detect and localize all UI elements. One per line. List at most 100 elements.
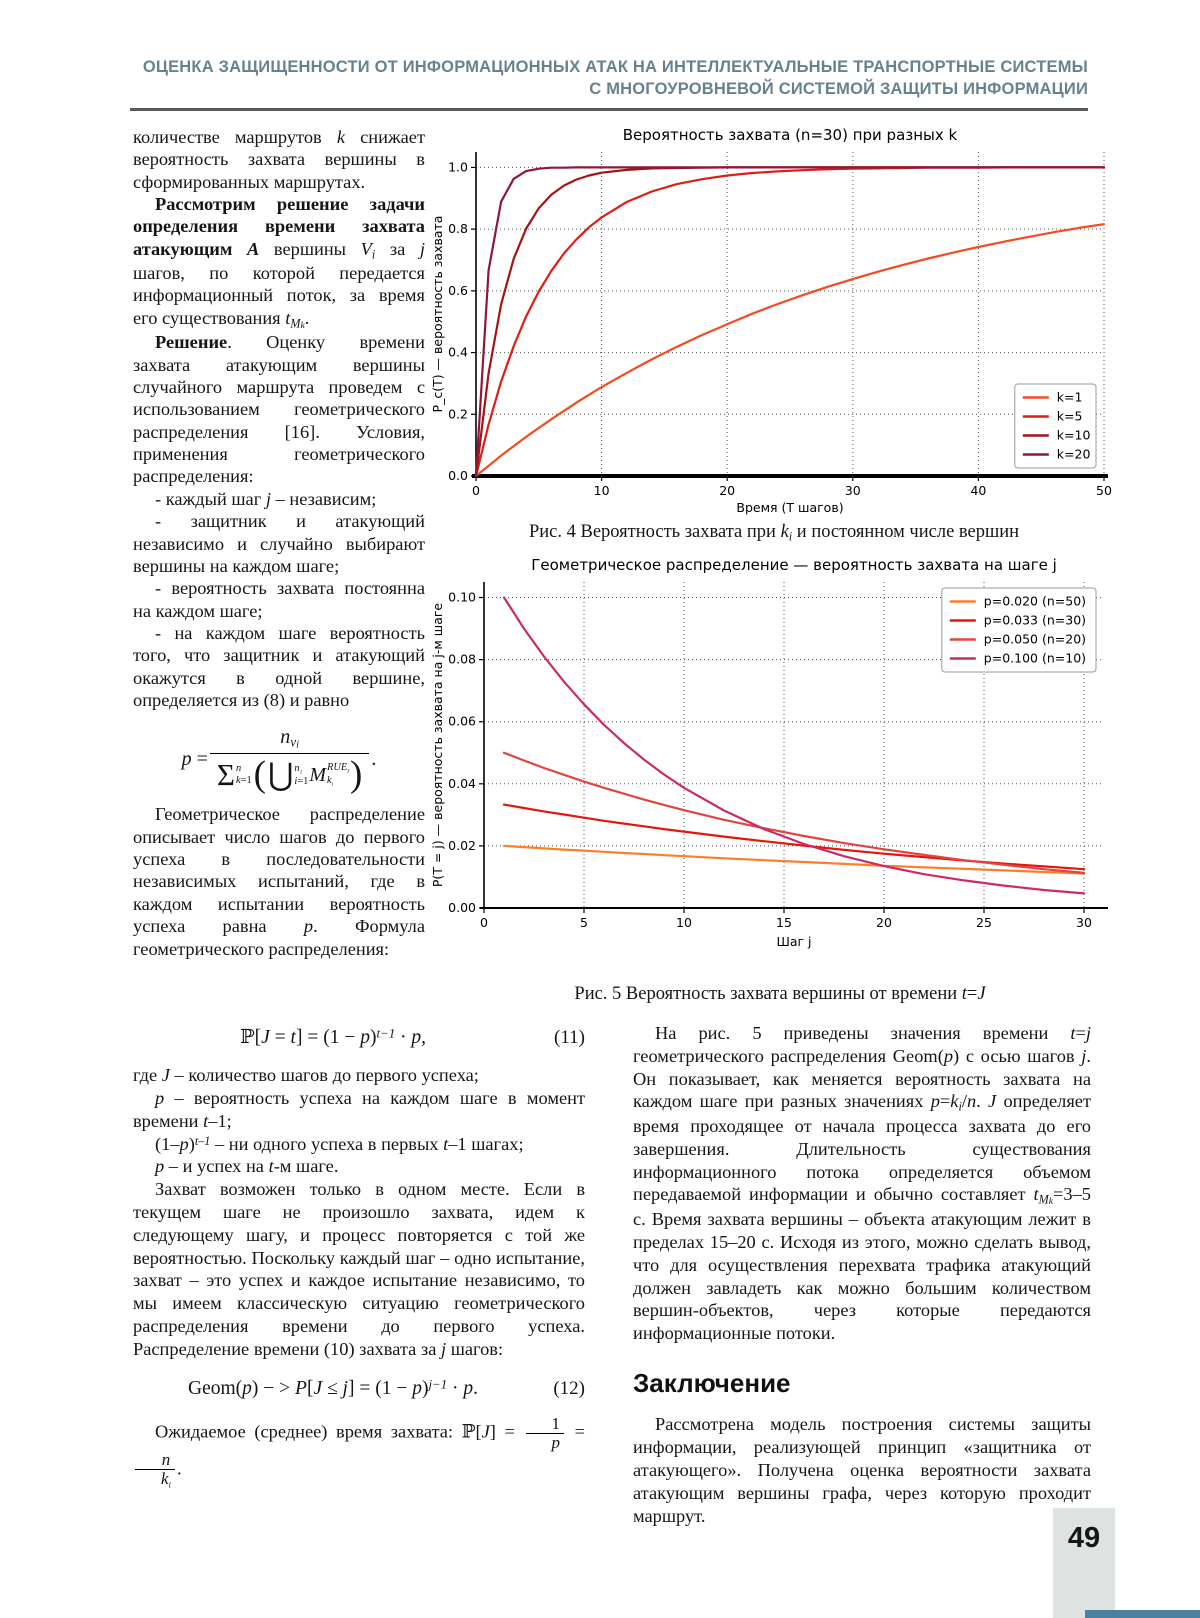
union-upper-limit: n1 — [294, 762, 303, 775]
formula-p-fraction: nvi Σ n k=1 ( ⋃ n1 i=1 — [209, 725, 370, 796]
running-head: ОЦЕНКА ЗАЩИЩЕННОСТИ ОТ ИНФОРМАЦИОННЫХ АТ… — [120, 57, 1088, 101]
svg-text:0.4: 0.4 — [448, 345, 468, 360]
svg-text:p=0.050 (n=20): p=0.050 (n=20) — [984, 632, 1086, 647]
list-item: - каждый шаг j – независим; — [155, 488, 377, 509]
footer-accent-bar — [1085, 1610, 1200, 1618]
fraction-n-over-k: n ki — [135, 1451, 175, 1490]
conclusion-paragraph: Рассмотрена модель построения системы за… — [633, 1414, 1091, 1526]
svg-text:20: 20 — [876, 915, 892, 930]
sigma-upper-limit: n — [235, 763, 242, 775]
matrix-superscript: RUEI — [327, 761, 350, 774]
formula-p-tail: . — [371, 748, 377, 771]
matrix-symbol: M — [309, 763, 327, 786]
svg-text:0.02: 0.02 — [448, 838, 476, 853]
svg-text:15: 15 — [776, 915, 792, 930]
equation-11: ℙ[J = t] = (1 − p)t−1 · p, (11) — [133, 1026, 585, 1050]
fig5-chart-svg: 0.00 0.02 0.04 0.06 0.08 0.10 0 5 10 15 20 25 30 Геом… — [430, 556, 1108, 949]
definition-line: p – и успех на t-м шаге. — [155, 1156, 339, 1177]
svg-text:0.8: 0.8 — [448, 221, 468, 236]
formula-p-lhs: p = — [181, 748, 208, 771]
running-head-line1: ОЦЕНКА ЗАЩИЩЕННОСТИ ОТ ИНФОРМАЦИОННЫХ АТ… — [142, 58, 1088, 76]
svg-text:P_c(T) — вероятность захвата: P_c(T) — вероятность захвата — [430, 216, 445, 413]
matrix-scripts: RUEI ki — [327, 762, 349, 788]
svg-text:p=0.100 (n=10): p=0.100 (n=10) — [984, 651, 1086, 666]
lower-right-column: На рис. 5 приведены значения времени t=j… — [633, 1022, 1091, 1527]
list-item: - защитник и атакующий независимо и случ… — [133, 511, 425, 576]
fig4-caption: Рис. 4 Вероятность захвата при ki и пост… — [528, 522, 1020, 544]
union-symbol: ⋃ — [267, 757, 294, 793]
svg-text:0.00: 0.00 — [448, 900, 476, 915]
union-operator: ⋃ n1 i=1 — [268, 759, 308, 790]
svg-text:0.04: 0.04 — [448, 776, 476, 791]
svg-text:0.06: 0.06 — [448, 714, 476, 729]
equation-12: Geom(p) − > P[J ≤ j] = (1 − p)j−1 · p. (… — [133, 1377, 585, 1401]
fig5-caption: Рис. 5 Вероятность захвата вершины от вр… — [574, 984, 986, 1004]
formula-p: p = nvi Σ n k=1 ( ⋃ n1 — [133, 725, 425, 793]
svg-text:k=1: k=1 — [1057, 390, 1083, 405]
svg-text:Время (T шагов): Время (T шагов) — [736, 500, 843, 515]
sigma-limits: n k=1 — [236, 763, 252, 786]
svg-text:40: 40 — [970, 483, 986, 498]
svg-text:p=0.020 (n=50): p=0.020 (n=50) — [984, 594, 1086, 609]
definition-line: (1–p)t–1 – ни одного успеха в первых t–1… — [155, 1133, 524, 1154]
page-number-box: 49 — [1053, 1508, 1115, 1618]
fig4-chart-svg: 0.0 0.2 0.4 0.6 0.8 1.0 0 10 20 30 40 50 Вероятность… — [430, 126, 1112, 515]
conclusion-heading: Заключение — [633, 1368, 791, 1399]
svg-text:p=0.033 (n=30): p=0.033 (n=30) — [984, 613, 1086, 628]
svg-text:k=20: k=20 — [1057, 447, 1091, 462]
svg-text:5: 5 — [580, 915, 588, 930]
sigma-lower-limit: k=1 — [235, 774, 252, 786]
svg-text:20: 20 — [719, 483, 735, 498]
route-matrix-term: M RUEI ki — [309, 762, 349, 788]
svg-text:30: 30 — [1076, 915, 1092, 930]
expected-time-line: Ожидаемое (среднее) время захвата: ℙ[J] … — [133, 1415, 585, 1490]
definition-line: где J – количество шагов до первого успе… — [133, 1065, 479, 1086]
equation-12-body: Geom(p) − > P[J ≤ j] = (1 − p)j−1 · p. — [187, 1377, 479, 1399]
svg-text:Вероятность захвата (n=30) при: Вероятность захвата (n=30) при разных k — [623, 126, 958, 144]
union-lower-limit: i=1 — [294, 775, 309, 787]
svg-text:1.0: 1.0 — [448, 159, 468, 174]
svg-text:0: 0 — [472, 483, 480, 498]
expected-time-prefix: Ожидаемое (среднее) время захвата: ℙ[J] … — [155, 1421, 524, 1442]
sigma-operator: Σ n k=1 — [217, 759, 252, 790]
svg-text:0.10: 0.10 — [448, 590, 476, 605]
equals-sign: = — [565, 1421, 585, 1442]
paragraph: количестве маршрутов k снижает вероятнос… — [133, 127, 426, 192]
header-rule — [130, 108, 1088, 111]
formula-p-denominator: Σ n k=1 ( ⋃ n1 i=1 — [209, 753, 370, 796]
svg-text:30: 30 — [845, 483, 861, 498]
svg-text:0: 0 — [480, 915, 488, 930]
union-limits: n1 i=1 — [294, 763, 308, 788]
paragraph: Захват возможен только в одном месте. Ес… — [133, 1179, 585, 1359]
sigma-symbol: Σ — [216, 757, 235, 793]
equation-11-number: (11) — [554, 1027, 585, 1049]
paragraph: Геометрическое распределение описывает ч… — [133, 804, 425, 959]
left-paren: ( — [253, 754, 266, 796]
right-paren: ) — [350, 754, 363, 796]
paragraph: Решение. Оценку времени захвата атакующи… — [133, 332, 425, 487]
svg-text:0.6: 0.6 — [448, 283, 468, 298]
running-head-line2: С МНОГОУРОВНЕВОЙ СИСТЕМОЙ ЗАЩИТЫ ИНФОРМА… — [589, 79, 1088, 98]
svg-text:10: 10 — [594, 483, 610, 498]
matrix-subscript: ki — [327, 774, 334, 788]
svg-text:50: 50 — [1096, 483, 1112, 498]
svg-text:k=5: k=5 — [1057, 409, 1083, 424]
svg-text:Геометрическое распределение —: Геометрическое распределение — вероятнос… — [531, 556, 1057, 574]
svg-text:0.08: 0.08 — [448, 652, 476, 667]
definition-line: p – вероятность успеха на каждом шаге в … — [133, 1087, 585, 1131]
equation-12-number: (12) — [553, 1378, 585, 1400]
formula-p-numerator: nvi — [280, 726, 299, 751]
page-number: 49 — [1067, 1522, 1101, 1554]
list-item: - вероятность захвата постоянна на каждо… — [133, 578, 425, 621]
list-item: - на каждом шаге вероятность того, что з… — [133, 622, 425, 711]
svg-text:Шаг j: Шаг j — [776, 934, 811, 949]
paragraph: Рассмотрим решение задачи определения вр… — [133, 194, 425, 331]
equation-11-body: ℙ[J = t] = (1 − p)t−1 · p, — [239, 1026, 427, 1048]
lower-left-column: ℙ[J = t] = (1 − p)t−1 · p, (11) где J – … — [133, 1010, 585, 1490]
svg-text:25: 25 — [976, 915, 992, 930]
left-column: количестве маршрутов k снижает вероятнос… — [133, 126, 425, 960]
sentence-end: . — [176, 1459, 182, 1479]
paragraph: На рис. 5 приведены значения времени t=j… — [633, 1023, 1091, 1344]
